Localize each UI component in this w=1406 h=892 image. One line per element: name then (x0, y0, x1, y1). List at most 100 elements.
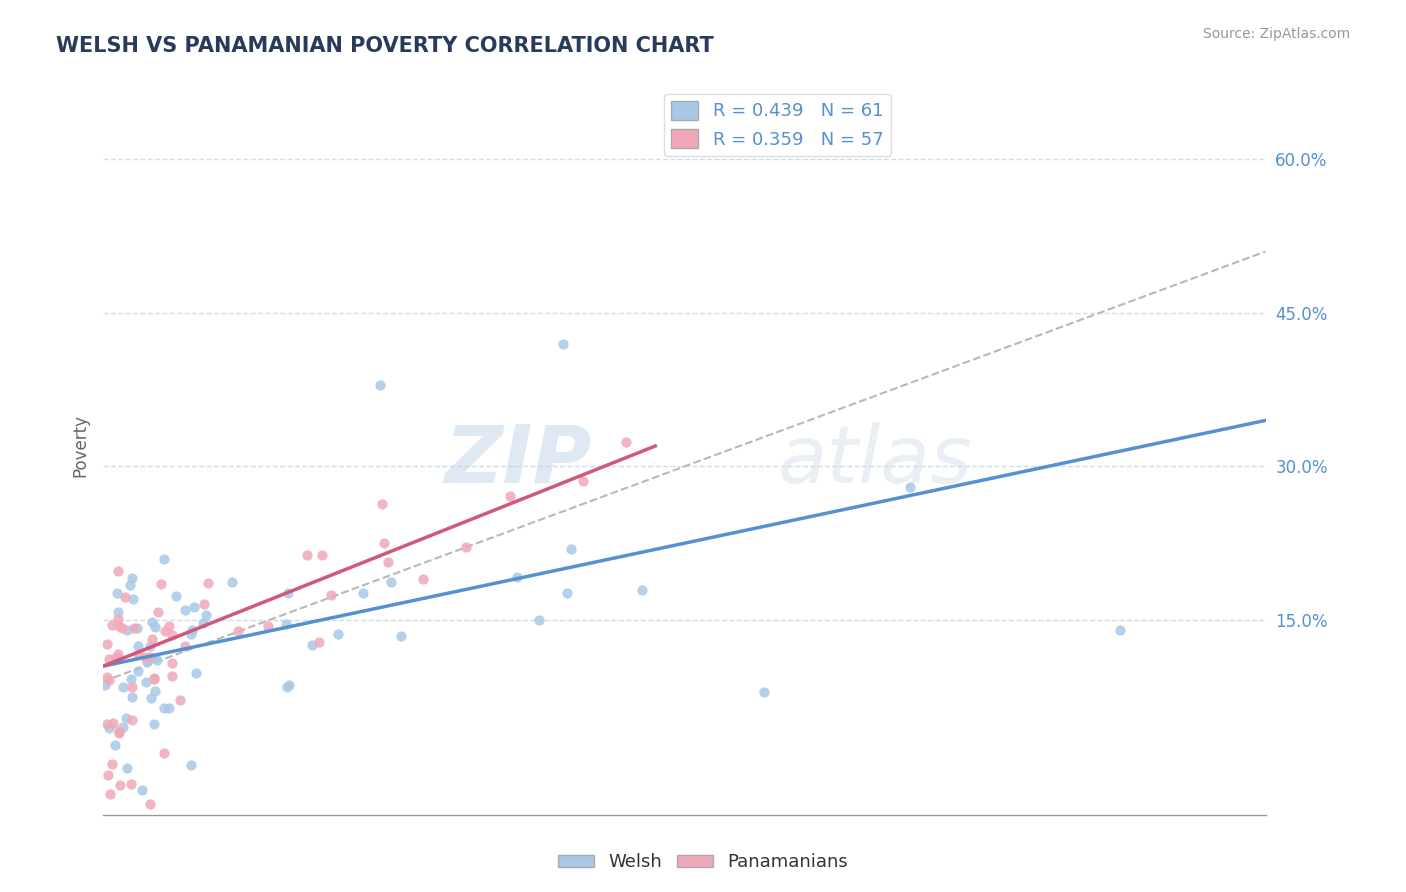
Point (143, 672, 166, 686)
Point (127, 640, 149, 654)
Point (107, 605, 129, 619)
Point (153, 624, 176, 639)
Point (152, 552, 174, 566)
Point (183, 600, 205, 615)
Point (98, 673, 121, 688)
Text: atlas: atlas (778, 422, 972, 500)
Point (143, 620, 166, 634)
Point (115, 711, 138, 725)
Point (173, 603, 195, 617)
Point (101, 617, 124, 632)
Point (614, 434, 637, 449)
Point (555, 586, 578, 600)
Point (571, 474, 593, 488)
Point (352, 585, 374, 599)
Point (142, 673, 165, 687)
Point (138, 640, 160, 654)
Point (107, 564, 129, 578)
Text: WELSH VS PANAMANIAN POVERTY CORRELATION CHART: WELSH VS PANAMANIAN POVERTY CORRELATION … (56, 36, 714, 55)
Point (112, 720, 135, 734)
Point (96, 717, 118, 731)
Point (108, 726, 131, 740)
Point (107, 648, 129, 662)
Point (97, 651, 120, 665)
Point (276, 617, 298, 632)
Point (125, 621, 148, 635)
Point (139, 649, 162, 664)
Point (180, 627, 202, 641)
Point (127, 665, 149, 679)
Point (221, 575, 243, 590)
Point (191, 615, 214, 630)
Point (115, 623, 138, 637)
Point (228, 624, 250, 639)
Text: Source: ZipAtlas.com: Source: ZipAtlas.com (1202, 27, 1350, 41)
Point (103, 715, 125, 730)
Point (193, 597, 215, 611)
Point (165, 589, 187, 603)
Point (107, 585, 129, 599)
Point (115, 761, 138, 775)
Point (898, 480, 921, 494)
Point (194, 607, 217, 622)
Point (553, 336, 575, 351)
Point (160, 669, 183, 683)
Point (162, 656, 184, 670)
Y-axis label: Poverty: Poverty (72, 415, 89, 477)
Point (121, 713, 143, 727)
Point (380, 574, 402, 589)
Point (326, 626, 349, 640)
Point (120, 777, 142, 791)
Point (169, 693, 191, 707)
Point (104, 739, 127, 753)
Point (131, 783, 153, 797)
Point (1109, 624, 1132, 638)
Point (114, 590, 136, 604)
Point (142, 716, 165, 731)
Point (134, 650, 156, 665)
Point (104, 649, 127, 664)
Point (180, 758, 202, 772)
Point (311, 548, 333, 562)
Point (96, 636, 118, 650)
Point (506, 570, 529, 584)
Point (107, 723, 129, 738)
Text: ZIP: ZIP (444, 422, 592, 500)
Legend: Welsh, Panamanians: Welsh, Panamanians (551, 847, 855, 879)
Point (101, 756, 124, 771)
Point (120, 672, 142, 686)
Point (297, 548, 319, 562)
Point (96, 670, 118, 684)
Point (153, 746, 176, 760)
Point (153, 700, 176, 714)
Point (257, 619, 280, 633)
Point (173, 640, 195, 654)
Point (146, 653, 169, 667)
Point (97, 768, 120, 782)
Legend: R = 0.439   N = 61, R = 0.359   N = 57: R = 0.439 N = 61, R = 0.359 N = 57 (664, 94, 890, 156)
Point (377, 555, 399, 569)
Point (93, 678, 115, 692)
Point (98, 787, 121, 801)
Point (499, 489, 522, 503)
Point (143, 650, 166, 665)
Point (143, 684, 166, 698)
Point (139, 691, 162, 706)
Point (278, 678, 301, 692)
Point (136, 655, 159, 669)
Point (301, 638, 323, 652)
Point (277, 586, 299, 600)
Point (98, 722, 121, 736)
Point (122, 592, 145, 607)
Point (162, 628, 184, 642)
Point (127, 647, 149, 661)
Point (319, 588, 342, 602)
Point (139, 797, 162, 812)
Point (141, 615, 163, 630)
Point (146, 605, 169, 619)
Point (754, 684, 776, 698)
Point (412, 572, 434, 586)
Point (389, 629, 412, 643)
Point (157, 619, 180, 633)
Point (373, 536, 395, 550)
